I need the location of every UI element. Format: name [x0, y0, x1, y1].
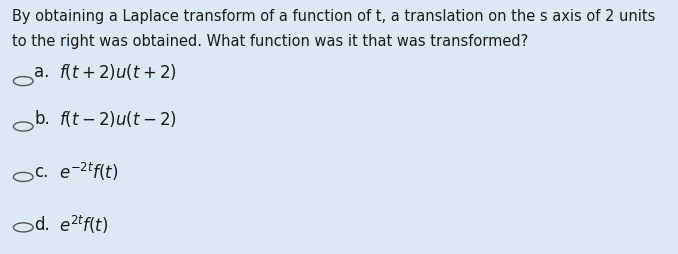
Text: d.: d.: [34, 215, 50, 233]
Text: $f(t+2)\mathit{u}(t+2)$: $f(t+2)\mathit{u}(t+2)$: [59, 62, 177, 82]
Text: to the right was obtained. What function was it that was transformed?: to the right was obtained. What function…: [12, 34, 529, 49]
Text: $e^{-2t}f(t)$: $e^{-2t}f(t)$: [59, 160, 118, 182]
Text: b.: b.: [34, 109, 50, 127]
Text: By obtaining a Laplace transform of a function of t, a translation on the s axis: By obtaining a Laplace transform of a fu…: [12, 9, 656, 24]
Text: $e^{2t}f(t)$: $e^{2t}f(t)$: [59, 213, 108, 235]
Text: a.: a.: [34, 63, 49, 81]
Text: c.: c.: [34, 162, 49, 180]
Text: $f(t-2)\mathit{u}(t-2)$: $f(t-2)\mathit{u}(t-2)$: [59, 108, 177, 128]
